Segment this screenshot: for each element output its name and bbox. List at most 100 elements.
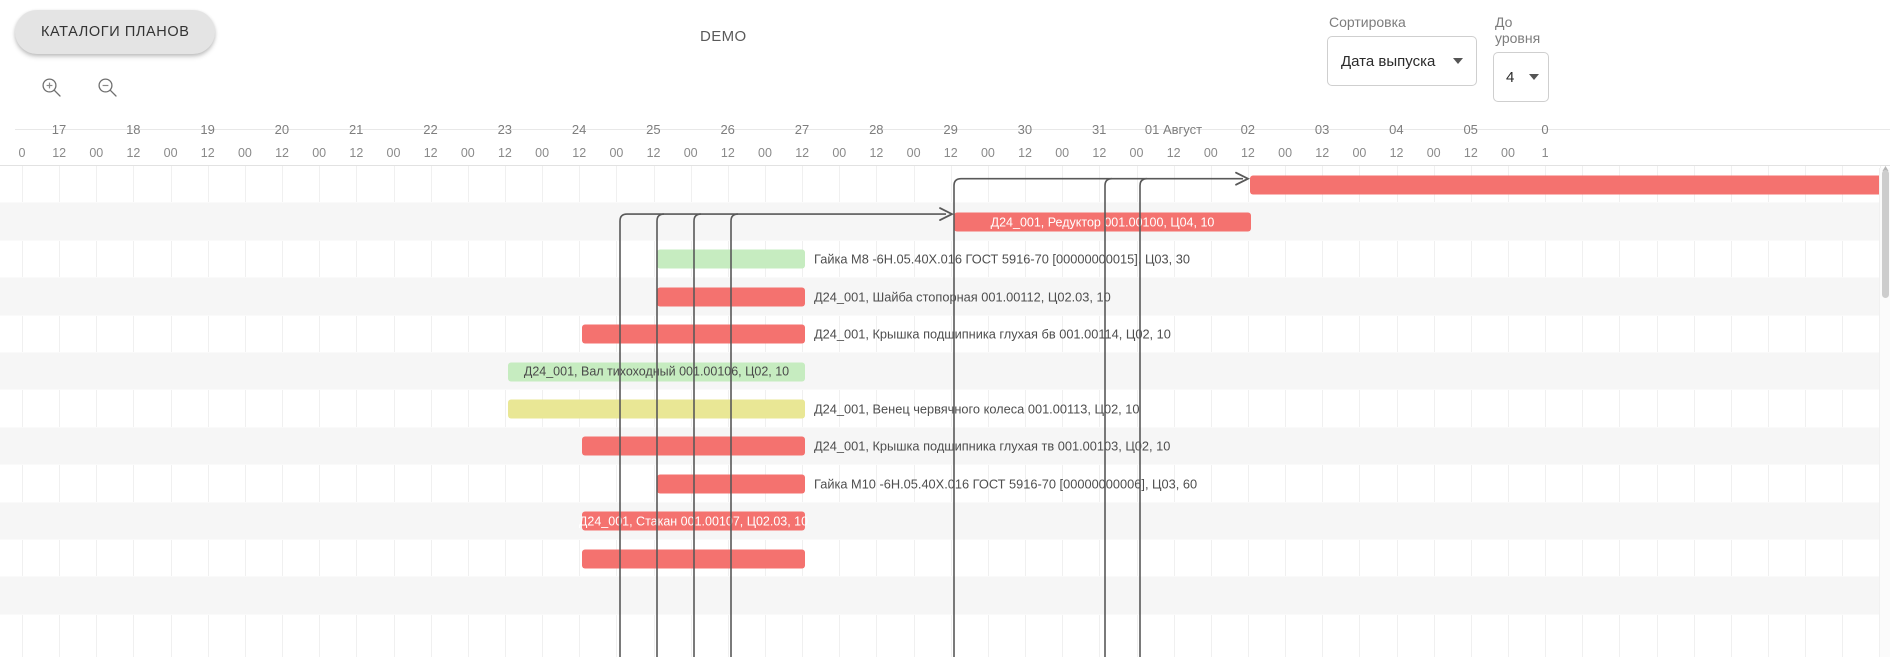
row-separator (0, 501, 1890, 503)
gantt-chart-area[interactable]: Д24_001, Редуктор 001.00100, Ц04, 10 Гайк… (0, 166, 1890, 657)
timeline-hour-tick: 12 (1240, 146, 1255, 160)
timeline-hour-tick: 12 (943, 146, 958, 160)
gantt-row[interactable]: Д24_001, Шайба стопорная 001.00112, Ц02.… (0, 278, 1890, 316)
timeline-hour-tick: 12 (1463, 146, 1478, 160)
gantt-bar[interactable] (657, 287, 805, 307)
timeline-day-tick: 19 (200, 122, 215, 137)
timeline-day-tick: 22 (423, 122, 438, 137)
timeline-day-tick: 17 (51, 122, 67, 137)
timeline-hour-tick: 12 (1166, 146, 1181, 160)
sort-control: Сортировка Дата выпуска (1327, 14, 1477, 86)
gantt-bar[interactable] (657, 249, 805, 269)
timeline-hour-tick: 00 (758, 146, 772, 160)
chevron-down-icon (1453, 58, 1463, 64)
timeline-day-row[interactable]: 17 18 19 20 21 22 23 24 25 26 27 28 29 30 31 01 Август 0… (0, 118, 1890, 142)
sort-label: Сортировка (1329, 14, 1406, 30)
level-select[interactable]: 4 (1493, 52, 1549, 102)
gantt-bar[interactable] (508, 399, 805, 419)
gantt-row[interactable]: Д24_001, Вал тихоходный 001.00106, Ц02, … (0, 352, 1890, 391)
timeline-day-tick: 29 (943, 122, 958, 137)
zoom-out-icon[interactable] (92, 72, 122, 102)
timeline-hour-tick: 00 (386, 146, 401, 160)
top-toolbar: КАТАЛОГИ ПЛАНОВ DEMO Сортировка (0, 0, 1890, 118)
timeline-day-tick: 04 (1389, 122, 1404, 137)
timeline-hour-tick: 12 (349, 146, 364, 160)
gantt-bar[interactable]: Д24_001, Вал тихоходный 001.00106, Ц02, … (508, 362, 805, 382)
gantt-row[interactable] (0, 577, 1890, 615)
timeline-hour-tick: 12 (646, 146, 661, 160)
zoom-in-icon[interactable] (36, 72, 66, 102)
chevron-down-icon (1529, 74, 1539, 80)
catalog-plans-button[interactable]: КАТАЛОГИ ПЛАНОВ (15, 10, 216, 54)
gantt-row[interactable] (0, 540, 1890, 578)
gantt-row[interactable]: Гайка М8 -6Н.05.40Х.016 ГОСТ 5916-70 [00… (0, 241, 1890, 279)
timeline-hour-tick: 00 (832, 146, 847, 160)
timeline-day-tick: 25 (646, 122, 661, 137)
timeline-day-tick: 02 (1240, 122, 1256, 137)
timeline-day-tick: 24 (571, 122, 587, 137)
timeline-day-tick: 23 (497, 122, 513, 137)
timeline-hour-tick: 12 (497, 146, 512, 160)
gantt-bar[interactable]: Д24_001, Редуктор 001.00100, Ц04, 10 (954, 212, 1251, 232)
scroll-up-icon[interactable] (1882, 159, 1889, 171)
timeline-hour-tick: 12 (1092, 146, 1107, 160)
gantt-bar[interactable] (657, 474, 805, 494)
timeline-hour-tick: 12 (795, 146, 810, 160)
timeline-day-tick: 31 (1091, 122, 1107, 137)
row-separator (0, 576, 1890, 578)
gantt-rows: Д24_001, Редуктор 001.00100, Ц04, 10 Гайк… (0, 166, 1890, 615)
gantt-bar[interactable]: Д24_001, Стакан 001.00107, Ц02.03, 10 (579, 511, 808, 531)
vertical-scrollbar[interactable] (1879, 166, 1890, 657)
timeline-day-tick: 28 (869, 122, 884, 137)
level-selected-value: 4 (1506, 68, 1515, 86)
row-separator (0, 389, 1890, 391)
timeline-hour-row[interactable]: 0 12 00 12 00 12 00 12 00 12 00 12 00 12 00 12 00 12 00 12 0… (0, 141, 1890, 165)
timeline-day-tick: 20 (274, 122, 290, 137)
gantt-row[interactable]: Д24_001, Венец червячного колеса 001.001… (0, 390, 1890, 428)
timeline-hour-tick: 00 (1129, 146, 1144, 160)
gantt-bar-label: Д24_001, Шайба стопорная 001.00112, Ц02.… (814, 289, 1111, 305)
page-title: DEMO (700, 28, 747, 45)
timeline-hour-tick: 12 (52, 146, 67, 160)
timeline-day-tick: 01 Август (1144, 122, 1203, 137)
gantt-bar[interactable] (582, 324, 805, 344)
gantt-row[interactable]: Д24_001, Редуктор 001.00100, Ц04, 10 (0, 203, 1890, 241)
timeline-hour-tick: 12 (126, 146, 141, 160)
timeline-hour-tick: 00 (1352, 146, 1367, 160)
gantt-bar[interactable] (1250, 175, 1890, 195)
timeline-hour-tick: 00 (1203, 146, 1218, 160)
timeline-day-tick: 18 (126, 122, 141, 137)
level-control: До уровня 4 (1493, 14, 1549, 102)
timeline-hour-tick: 00 (312, 146, 327, 160)
scrollbar-thumb[interactable] (1882, 170, 1889, 298)
timeline-hour-tick: 00 (683, 146, 698, 160)
gantt-row[interactable]: Д24_001, Крышка подшипника глухая тв 001… (0, 427, 1890, 466)
gantt-row[interactable]: Гайка М10 -6Н.05.40Х.016 ГОСТ 5916-70 [0… (0, 465, 1890, 503)
gantt-bar[interactable] (582, 549, 805, 569)
scroll-down-icon[interactable] (1882, 650, 1889, 657)
timeline-hour-tick: 00 (1501, 146, 1515, 160)
row-separator (0, 426, 1890, 428)
gantt-bar-label: Гайка М10 -6Н.05.40Х.016 ГОСТ 5916-70 [0… (814, 476, 1198, 492)
timeline-day-tick: 26 (720, 122, 735, 137)
timeline-hour-tick: 00 (237, 146, 252, 160)
timeline-hour-tick: 00 (163, 146, 178, 160)
timeline-hour-tick: 12 (572, 146, 587, 160)
gantt-row[interactable]: Д24_001, Стакан 001.00107, Ц02.03, 10 (0, 502, 1890, 540)
gantt-row[interactable] (0, 166, 1890, 204)
timeline-hour-tick: 12 (423, 146, 438, 160)
timeline-hour-tick: 00 (1278, 146, 1293, 160)
row-separator (0, 613, 1890, 615)
gantt-row[interactable]: Д24_001, Крышка подшипника глухая бв 001… (0, 316, 1890, 353)
timeline-hour-tick: 00 (906, 146, 921, 160)
row-separator (0, 277, 1890, 279)
timeline-hour-tick: 00 (535, 146, 550, 160)
timeline-hour-tick: 12 (869, 146, 884, 160)
timeline-day-tick: 03 (1314, 122, 1330, 137)
timeline-hour-tick: 12 (1018, 146, 1032, 160)
sort-select[interactable]: Дата выпуска (1327, 36, 1477, 86)
timeline-day-tick: 27 (794, 122, 810, 137)
gantt-bar[interactable] (582, 436, 805, 456)
header-divider (15, 129, 1890, 130)
gantt-bar-label: Д24_001, Венец червячного колеса 001.001… (814, 401, 1140, 417)
